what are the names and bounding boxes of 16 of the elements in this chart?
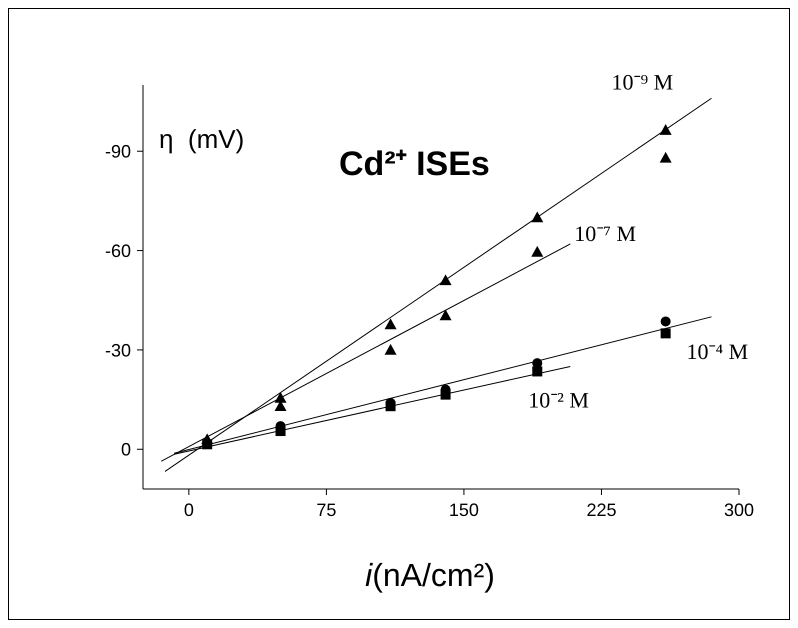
series-label: 10⁻⁷ M: [574, 221, 636, 246]
x-tick-label: 300: [724, 500, 754, 520]
x-tick-label: 225: [586, 500, 616, 520]
x-tick-label: 75: [316, 500, 336, 520]
y-tick-label: -60: [104, 240, 131, 261]
y-axis-title: η (mV): [159, 124, 244, 155]
y-tick-label: -30: [104, 340, 131, 360]
series-label: 10⁻⁴ M: [686, 338, 748, 364]
x-tick-label: 150: [448, 500, 479, 520]
series-label: 10⁻⁹ M: [611, 69, 674, 94]
x-tick-label: 0: [184, 500, 194, 520]
y-tick-label: 0: [120, 440, 131, 460]
series-label: 10⁻² M: [528, 388, 589, 413]
y-tick-label: -90: [104, 142, 131, 162]
text: Cd²⁺ ISEs: [339, 144, 490, 185]
x-axis-title: i(nA/cm²): [364, 557, 496, 594]
